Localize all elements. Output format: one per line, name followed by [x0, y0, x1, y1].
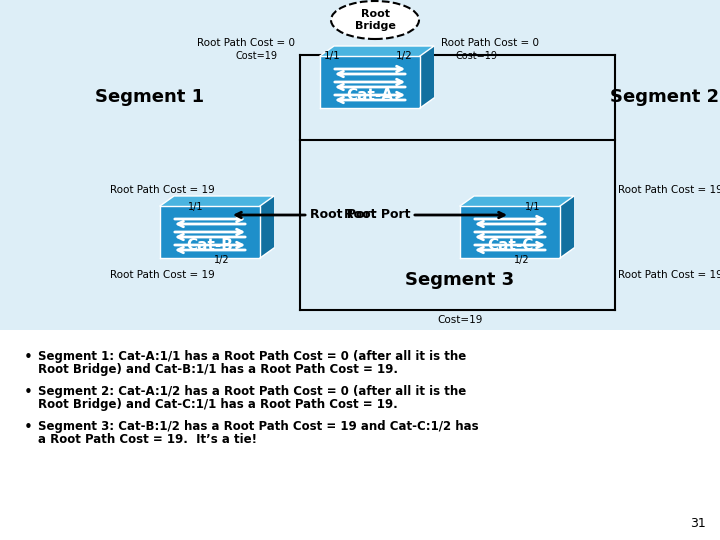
Text: 1/1: 1/1: [323, 51, 341, 61]
Text: •: •: [24, 420, 32, 435]
Text: 1/1: 1/1: [188, 202, 204, 212]
Polygon shape: [420, 46, 434, 108]
Text: Segment 2: Cat-A:1/2 has a Root Path Cost = 0 (after all it is the: Segment 2: Cat-A:1/2 has a Root Path Cos…: [38, 385, 467, 398]
Text: Root Path Cost = 19: Root Path Cost = 19: [618, 185, 720, 195]
Text: Cost=19: Cost=19: [455, 51, 497, 61]
Text: Cat-B: Cat-B: [186, 239, 233, 253]
Text: Segment 2: Segment 2: [611, 88, 719, 106]
Text: Root Path Cost = 19: Root Path Cost = 19: [110, 270, 215, 280]
Text: Segment 1: Segment 1: [96, 88, 204, 106]
Text: •: •: [24, 350, 32, 365]
Text: Cat-C: Cat-C: [487, 239, 534, 253]
Text: 31: 31: [690, 517, 706, 530]
Text: Root
Bridge: Root Bridge: [354, 9, 395, 31]
Polygon shape: [320, 56, 420, 108]
Polygon shape: [560, 196, 574, 258]
Text: Root Bridge) and Cat-C:1/1 has a Root Path Cost = 19.: Root Bridge) and Cat-C:1/1 has a Root Pa…: [38, 398, 397, 411]
Polygon shape: [160, 196, 274, 206]
Text: Root Bridge) and Cat-B:1/1 has a Root Path Cost = 19.: Root Bridge) and Cat-B:1/1 has a Root Pa…: [38, 363, 398, 376]
Text: 1/2: 1/2: [395, 51, 413, 61]
Text: 1/2: 1/2: [214, 255, 230, 265]
Text: Root Path Cost = 0: Root Path Cost = 0: [197, 38, 295, 48]
Text: Root Path Cost = 0: Root Path Cost = 0: [441, 38, 539, 48]
Polygon shape: [460, 206, 560, 258]
Text: a Root Path Cost = 19.  It’s a tie!: a Root Path Cost = 19. It’s a tie!: [38, 433, 257, 446]
Text: Root Port: Root Port: [343, 208, 410, 221]
Text: Root Path Cost = 19: Root Path Cost = 19: [110, 185, 215, 195]
Text: Segment 3: Segment 3: [405, 271, 515, 289]
Bar: [0, 0, 720, 330]
Text: Segment 1: Cat-A:1/1 has a Root Path Cost = 0 (after all it is the: Segment 1: Cat-A:1/1 has a Root Path Cos…: [38, 350, 467, 363]
Polygon shape: [160, 206, 260, 258]
Text: Root Port: Root Port: [310, 208, 377, 221]
Text: Cat-A: Cat-A: [346, 89, 394, 104]
Text: •: •: [24, 385, 32, 400]
Polygon shape: [460, 196, 574, 206]
Polygon shape: [260, 196, 274, 258]
Text: Segment 3: Cat-B:1/2 has a Root Path Cost = 19 and Cat-C:1/2 has: Segment 3: Cat-B:1/2 has a Root Path Cos…: [38, 420, 479, 433]
Text: Cost=19: Cost=19: [437, 315, 482, 325]
Text: 1/2: 1/2: [514, 255, 530, 265]
Text: Root Path Cost = 19: Root Path Cost = 19: [618, 270, 720, 280]
Text: 1/1: 1/1: [525, 202, 541, 212]
Polygon shape: [320, 46, 434, 56]
Text: Cost=19: Cost=19: [235, 51, 277, 61]
Ellipse shape: [331, 1, 419, 39]
